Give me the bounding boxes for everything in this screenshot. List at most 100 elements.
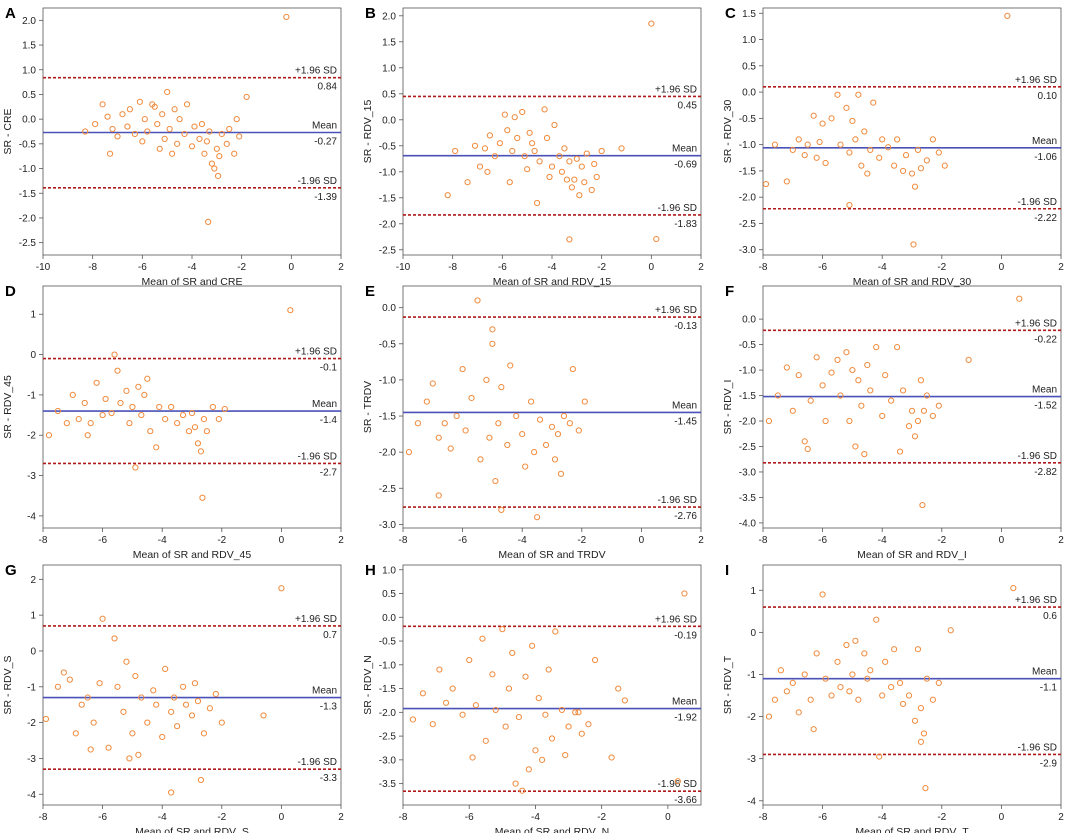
x-tick-label: -6 (465, 812, 474, 823)
data-point (131, 130, 138, 138)
data-point (191, 123, 198, 130)
data-point (765, 713, 773, 720)
lower-line-name: -1.96 SD (658, 779, 697, 790)
data-point (861, 128, 868, 135)
data-point (144, 719, 151, 726)
data-point (914, 146, 922, 153)
data-point (469, 754, 476, 761)
data-point (536, 416, 544, 423)
data-point (136, 98, 143, 105)
data-point (849, 117, 856, 125)
panel-d: D -8 -6 -4 -2 0 2 -4 -3 -2 -1 0 1 Mean of SR and RDV_… (2, 283, 344, 561)
data-point (108, 409, 115, 417)
data-point (126, 755, 133, 762)
data-point (200, 730, 208, 737)
x-tick-label: -8 (399, 535, 408, 546)
data-point (203, 138, 210, 145)
data-point (548, 423, 556, 430)
plot-frame (42, 285, 342, 529)
y-tick-label: -3.5 (379, 779, 397, 790)
data-point (102, 395, 109, 403)
data-point (762, 180, 770, 188)
data-point (922, 785, 929, 792)
data-point (171, 694, 178, 701)
plot-frame (762, 7, 1062, 256)
y-tick-label: -2.5 (379, 245, 397, 256)
data-point (287, 307, 294, 314)
data-point (888, 684, 895, 691)
panel-label: F (725, 283, 734, 300)
x-tick-label: -2 (597, 812, 606, 823)
data-point (150, 687, 157, 694)
data-point (444, 192, 451, 199)
data-point (813, 650, 820, 657)
upper-line-name: +1.96 SD (655, 614, 697, 625)
x-tick-label: 2 (1058, 812, 1064, 823)
x-tick-label: -4 (188, 262, 197, 273)
y-tick-label: 0.0 (742, 315, 756, 326)
panel-h: H -8 -6 -4 -2 0 -3.5 -3.0 -2.5 -2.0 -1.5 -1.0 -0.5 0.… (362, 562, 702, 833)
data-point (60, 669, 67, 676)
y-tick-label: -1.0 (739, 140, 757, 151)
data-point (174, 723, 181, 730)
data-point (486, 434, 493, 441)
data-point (501, 111, 508, 118)
upper-line-value: 0.7 (323, 630, 337, 641)
upper-line-value: -0.13 (674, 321, 697, 332)
y-tick-label: -2.0 (739, 417, 757, 428)
x-tick-label: -4 (878, 812, 887, 823)
data-point (221, 405, 228, 413)
data-point (489, 340, 496, 347)
data-point (198, 120, 206, 128)
upper-line-value: 0.45 (678, 100, 698, 111)
panel-label: I (725, 562, 729, 579)
data-point (511, 114, 518, 121)
data-point (867, 667, 874, 674)
y-tick-label: -3.0 (739, 245, 757, 256)
plot-frame (402, 285, 702, 529)
data-point (1004, 12, 1011, 19)
data-point (87, 746, 94, 753)
data-point (141, 391, 148, 398)
data-point (777, 667, 784, 674)
upper-line-value: -0.22 (1034, 334, 1057, 345)
data-point (551, 456, 559, 463)
data-point (496, 140, 503, 147)
data-point (929, 136, 936, 143)
data-point (129, 730, 136, 737)
data-point (507, 362, 514, 369)
data-point (99, 101, 106, 108)
data-point (535, 694, 542, 702)
y-tick-label: 1.5 (22, 41, 36, 52)
data-point (174, 140, 181, 147)
data-point (464, 179, 471, 186)
data-point (813, 354, 820, 361)
lower-line-name: -1.96 SD (298, 176, 337, 187)
data-point (864, 361, 871, 369)
y-tick-label: -1.5 (379, 412, 397, 423)
data-point (468, 394, 475, 402)
x-tick-label: -2 (937, 812, 946, 823)
data-point (179, 683, 187, 690)
data-point (109, 125, 116, 133)
data-point (562, 751, 569, 759)
data-point (42, 715, 50, 723)
data-point (896, 448, 904, 455)
data-point (459, 365, 466, 373)
data-point (504, 127, 511, 134)
data-point (528, 398, 535, 405)
data-point (226, 125, 233, 133)
data-point (123, 387, 130, 394)
data-point (828, 692, 835, 699)
plot-frame (762, 285, 1062, 529)
data-point (819, 382, 826, 389)
x-tick-label: 0 (649, 262, 655, 273)
x-tick-label: -4 (531, 812, 540, 823)
data-point (546, 173, 553, 181)
y-tick-label: 2 (30, 575, 36, 586)
data-point (578, 163, 585, 170)
data-point (75, 416, 82, 423)
data-point (911, 433, 919, 440)
data-point (905, 692, 913, 699)
data-point (188, 409, 196, 417)
